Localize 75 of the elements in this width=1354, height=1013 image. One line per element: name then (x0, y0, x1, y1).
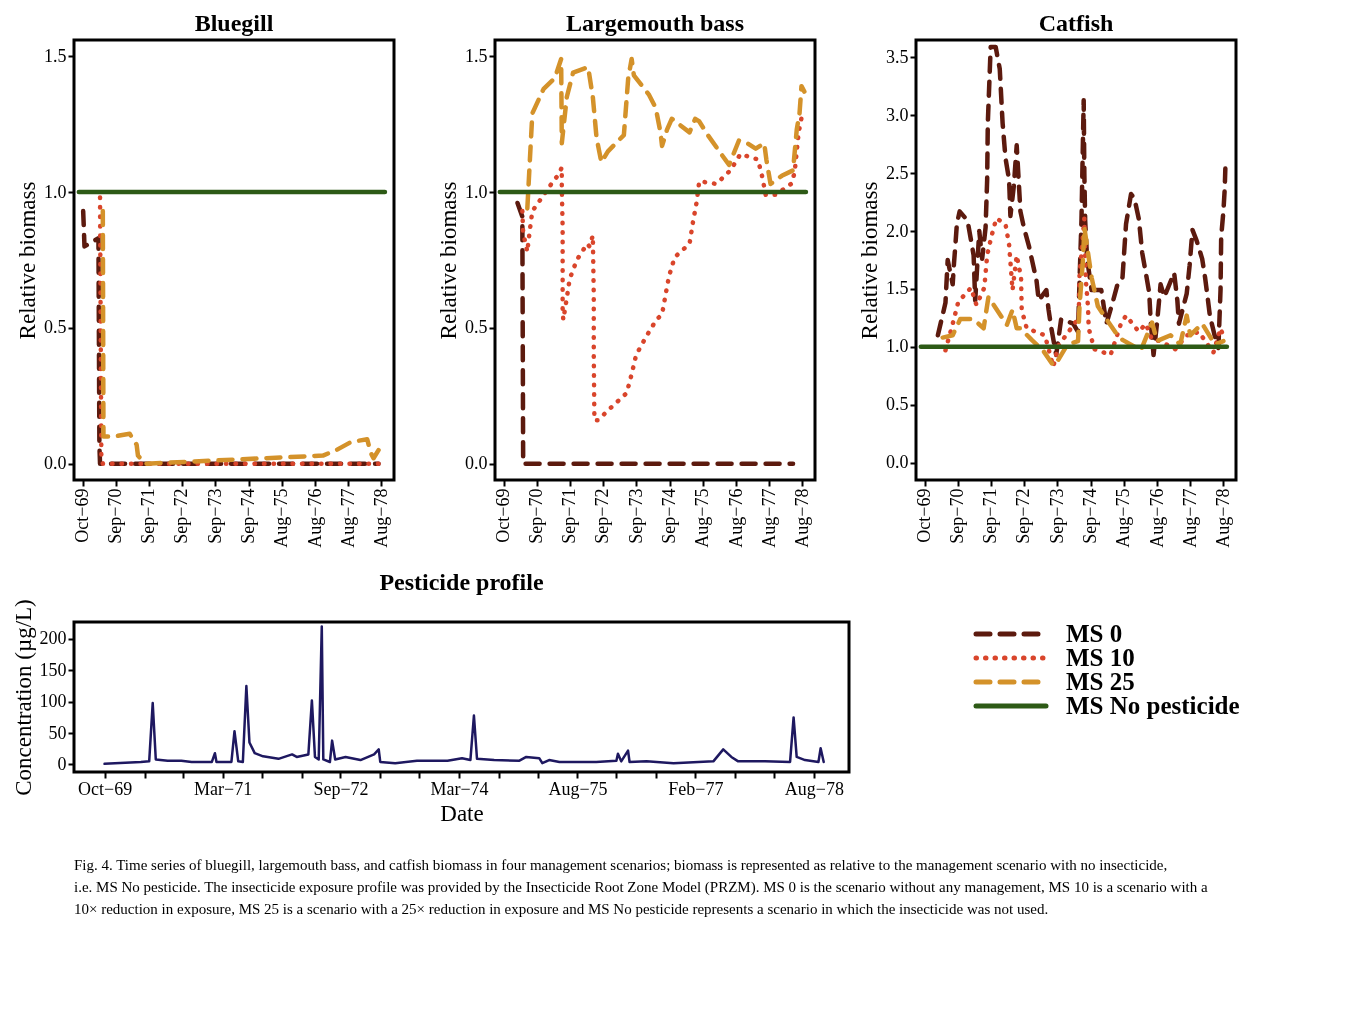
x-tick-label: Sep−71 (138, 488, 159, 544)
x-tick-label: Sep−74 (1080, 488, 1101, 544)
y-tick-label: 0.0 (44, 453, 67, 474)
x-tick-label: Sep−73 (1046, 488, 1067, 544)
x-tick-label: Aug−75 (271, 488, 292, 548)
y-tick-label: 50 (48, 722, 67, 743)
y-tick-label: 1.0 (465, 181, 488, 202)
legend-label: MS 0 (1066, 620, 1123, 647)
chart-title: Catfish (1038, 10, 1114, 36)
x-tick-label: Mar−74 (430, 778, 489, 799)
y-tick-label: 0 (57, 753, 67, 774)
x-tick-label: Sep−74 (238, 488, 259, 544)
x-tick-label: Mar−71 (194, 778, 253, 799)
x-tick-label: Aug−78 (370, 488, 391, 548)
x-tick-label: Sep−71 (980, 488, 1001, 544)
x-tick-label: Aug−75 (548, 778, 608, 799)
y-tick-label: 3.0 (886, 104, 909, 125)
x-tick-label: Aug−77 (337, 488, 358, 548)
y-tick-label: 2.5 (886, 162, 909, 183)
caption: Fig. 4. Time series of bluegill, largemouth bass, and catfish biomass in four management scenarios; biomass is represented as relative to the management scenario with no insecticide, i.e. MS No pesticide. The insecticide exposure profile was provided by the Insecticide Root Zone Model (PRZM). MS 0 is the scenario without any management, MS 10 is a scenario with a 10× reduction in exposure, MS 25 is a scenario with a 25× reduction in exposure and MS No pesticide represents a scenario in which the insecticide was not used. (74, 857, 1208, 917)
x-tick-label: Sep−72 (592, 488, 613, 544)
chart-title: Largemouth bass (565, 10, 745, 36)
y-axis-title: Relative biomass (15, 181, 40, 340)
y-tick-label: 200 (39, 628, 67, 649)
x-tick-label: Oct−69 (493, 488, 514, 543)
x-tick-label: Aug−77 (758, 488, 779, 548)
x-tick-label: Sep−72 (171, 488, 192, 544)
line-series (935, 44, 1228, 358)
x-tick-label: Sep−71 (559, 488, 580, 544)
x-tick-label: Aug−75 (1113, 488, 1134, 548)
x-tick-label: Oct−69 (77, 778, 133, 799)
chart-title: Pesticide profile (379, 568, 544, 595)
y-tick-label: 1.5 (44, 45, 67, 66)
y-axis-title: Relative biomass (857, 181, 882, 340)
y-tick-label: 150 (39, 659, 67, 680)
x-tick-label: Aug−76 (725, 488, 746, 548)
chart-title: Bluegill (194, 10, 274, 36)
x-tick-label: Aug−78 (1212, 488, 1233, 548)
y-tick-label: 1.0 (886, 336, 909, 357)
y-tick-label: 1.5 (886, 278, 909, 299)
y-axis-title: Concentration (µg/L) (10, 599, 36, 796)
x-tick-label: Aug−76 (304, 488, 325, 548)
y-tick-label: 0.5 (465, 317, 488, 338)
legend-label: MS 25 (1066, 668, 1135, 695)
x-axis-title: Date (440, 800, 484, 826)
y-tick-label: 0.0 (465, 453, 488, 474)
x-tick-label: Oct−69 (72, 488, 93, 543)
line-series (103, 625, 825, 766)
y-tick-label: 100 (39, 691, 67, 712)
x-tick-label: Sep−74 (659, 488, 680, 544)
x-tick-label: Sep−70 (947, 488, 968, 544)
x-tick-label: Aug−78 (784, 778, 844, 799)
x-tick-label: Aug−77 (1179, 488, 1200, 548)
line-series (525, 56, 807, 211)
y-tick-label: 0.5 (44, 317, 67, 338)
x-tick-label: Aug−75 (692, 488, 713, 548)
x-tick-label: Oct−69 (914, 488, 935, 543)
y-tick-label: 2.0 (886, 220, 909, 241)
x-tick-label: Sep−70 (105, 488, 126, 544)
x-tick-label: Aug−78 (791, 488, 812, 548)
y-tick-label: 1.0 (44, 181, 67, 202)
legend-label: MS No pesticide (1066, 692, 1240, 719)
y-tick-label: 0.5 (886, 394, 909, 415)
x-tick-label: Feb−77 (668, 778, 724, 799)
y-tick-label: 3.5 (886, 46, 909, 67)
y-axis-title: Relative biomass (436, 181, 461, 340)
x-tick-label: Sep−70 (526, 488, 547, 544)
y-tick-label: 0.0 (886, 452, 909, 473)
x-tick-label: Sep−72 (313, 778, 369, 799)
x-tick-label: Sep−72 (1013, 488, 1034, 544)
y-tick-label: 1.5 (465, 45, 488, 66)
x-tick-label: Sep−73 (204, 488, 225, 544)
x-tick-label: Sep−73 (625, 488, 646, 544)
legend-label: MS 10 (1066, 644, 1135, 671)
x-tick-label: Aug−76 (1146, 488, 1167, 548)
